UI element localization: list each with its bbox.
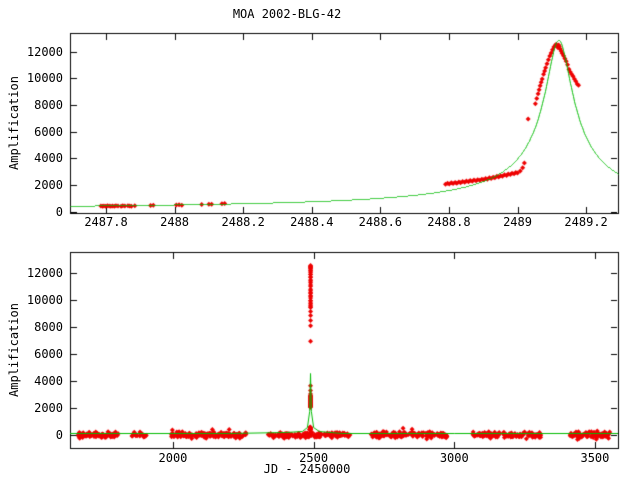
panel0-y-tick-label: 12000: [26, 44, 63, 59]
panel0-y-tick-label: 6000: [34, 124, 63, 139]
panel1-x-tick-label: 3000: [439, 451, 469, 465]
panel1-x-tick-label: 2000: [158, 451, 188, 465]
panel0-y-tick-label: 2000: [34, 178, 63, 192]
panel0-x-tick-label: 2489: [503, 215, 532, 229]
panel0-x-tick-label: 2488.2: [221, 215, 265, 229]
panel0-x-tick-label: 2487.8: [84, 215, 128, 229]
panel1-y-tick-label: 2000: [34, 401, 63, 416]
bottom-panel-y-axis-label: Amplification: [7, 303, 21, 397]
panel1-y-tick-label: 4000: [34, 374, 63, 389]
panel0-y-tick-label: 8000: [34, 98, 63, 112]
panel0-x-tick-label: 2489.2: [564, 215, 608, 229]
panel0-x-tick-label: 2488.4: [290, 215, 334, 229]
bottom-panel-x-axis-label: JD - 2450000: [263, 462, 351, 476]
panel0-x-tick-label: 2488: [160, 215, 190, 229]
panel1-y-tick-label: 10000: [26, 292, 63, 307]
panel1-y-tick-label: 8000: [34, 320, 63, 335]
panel1-x-tick-label: 3500: [580, 451, 610, 465]
panel1-y-tick-label: 0: [55, 428, 63, 443]
panel0-y-tick-label: 10000: [26, 71, 63, 86]
panel0-x-tick-label: 2488.6: [358, 215, 403, 229]
chart-title: MOA 2002-BLG-42: [232, 7, 342, 21]
panel0-y-tick-label: 4000: [34, 151, 63, 166]
panel0-y-tick-label: 0: [55, 204, 63, 219]
panel0-x-tick-label: 2488.8: [427, 215, 471, 229]
top-panel-y-axis-label: Amplification: [7, 76, 21, 170]
panel1-x-tick-label: 2500: [299, 451, 329, 465]
panel1-y-tick-label: 12000: [26, 265, 63, 280]
panel1-y-tick-label: 6000: [34, 347, 63, 362]
